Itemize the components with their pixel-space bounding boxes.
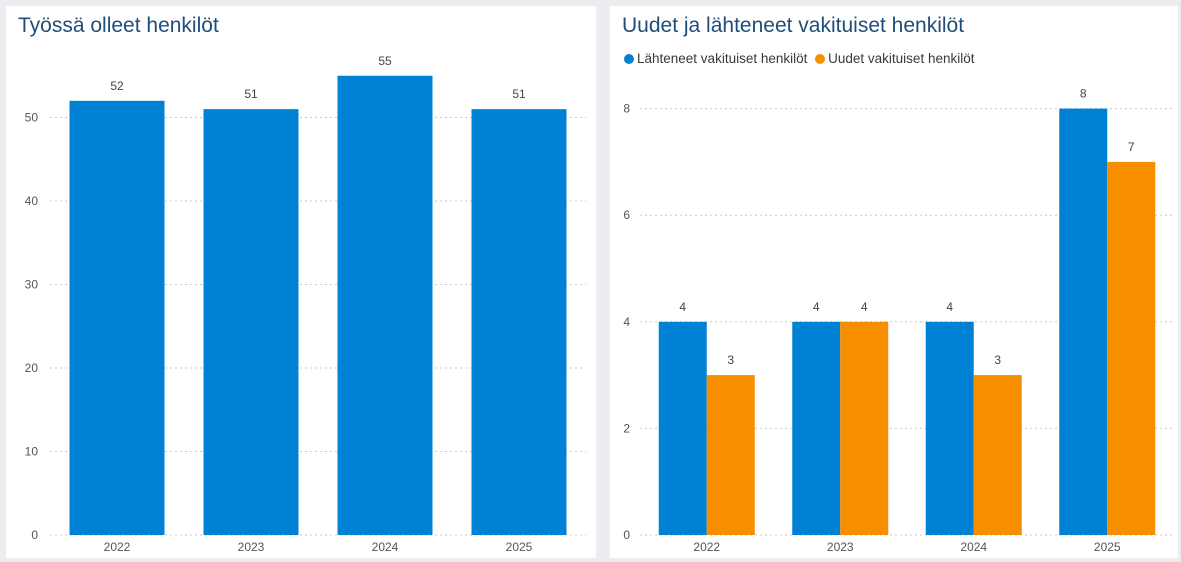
bar <box>471 109 567 536</box>
bar <box>1059 108 1108 535</box>
bar <box>658 321 707 535</box>
chart-panel-permanent-staff: Uudet ja lähteneet vakituiset henkilöt L… <box>610 6 1178 558</box>
y-tick-label: 10 <box>25 445 39 459</box>
data-label: 4 <box>679 300 686 314</box>
permanent-staff-bar-chart: 0 2 4 6 8 4 3 2022 4 4 2023 4 3 2024 8 7 2025 <box>623 87 1174 554</box>
y-tick-label: 40 <box>25 194 39 208</box>
y-tick-label: 8 <box>623 102 630 116</box>
x-tick-label: 2024 <box>960 540 987 554</box>
y-tick-label: 50 <box>25 111 39 125</box>
y-tick-label: 0 <box>623 528 630 542</box>
chart-title: Uudet ja lähteneet vakituiset henkilöt <box>622 14 965 37</box>
data-label: 8 <box>1080 87 1087 101</box>
data-label: 7 <box>1128 140 1135 154</box>
legend-label: Lähteneet vakituiset henkilöt <box>637 51 808 66</box>
y-tick-label: 0 <box>31 528 38 542</box>
data-label: 4 <box>861 300 868 314</box>
x-tick-label: 2022 <box>693 540 720 554</box>
data-label: 4 <box>946 300 953 314</box>
bar <box>925 321 974 535</box>
data-label: 4 <box>813 300 820 314</box>
legend-dot-icon <box>624 54 634 64</box>
bar <box>203 109 299 536</box>
bar <box>337 75 433 535</box>
data-label: 51 <box>244 87 258 101</box>
data-label: 52 <box>110 79 124 93</box>
x-tick-label: 2023 <box>827 540 854 554</box>
employees-bar-chart: 0 10 20 30 40 50 52 2022 51 2023 55 2024 51 2025 <box>25 54 586 554</box>
bar <box>973 375 1022 535</box>
x-tick-label: 2025 <box>1094 540 1121 554</box>
legend-item-new: Uudet vakituiset henkilöt <box>815 51 974 66</box>
y-tick-label: 2 <box>623 421 630 435</box>
bar <box>1107 161 1156 535</box>
y-tick-label: 20 <box>25 361 39 375</box>
bar <box>792 321 841 535</box>
data-label: 55 <box>378 54 392 68</box>
x-tick-label: 2024 <box>372 540 399 554</box>
y-tick-label: 4 <box>623 315 630 329</box>
chart-panel-employees: Työssä olleet henkilöt 0 10 20 30 40 50 52 2022… <box>6 6 596 558</box>
bar <box>69 100 165 536</box>
chart-legend: Lähteneet vakituiset henkilöt Uudet vaki… <box>624 51 978 66</box>
x-tick-label: 2022 <box>104 540 131 554</box>
data-label: 3 <box>994 353 1001 367</box>
data-label: 51 <box>512 87 526 101</box>
bar <box>840 321 889 535</box>
legend-label: Uudet vakituiset henkilöt <box>828 51 975 66</box>
legend-item-departed: Lähteneet vakituiset henkilöt <box>624 51 807 66</box>
x-tick-label: 2025 <box>506 540 533 554</box>
x-tick-label: 2023 <box>238 540 265 554</box>
y-tick-label: 30 <box>25 278 39 292</box>
legend-dot-icon <box>815 54 826 64</box>
chart-title: Työssä olleet henkilöt <box>18 14 219 37</box>
data-label: 3 <box>727 353 734 367</box>
bar <box>706 375 755 535</box>
y-tick-label: 6 <box>623 208 630 222</box>
